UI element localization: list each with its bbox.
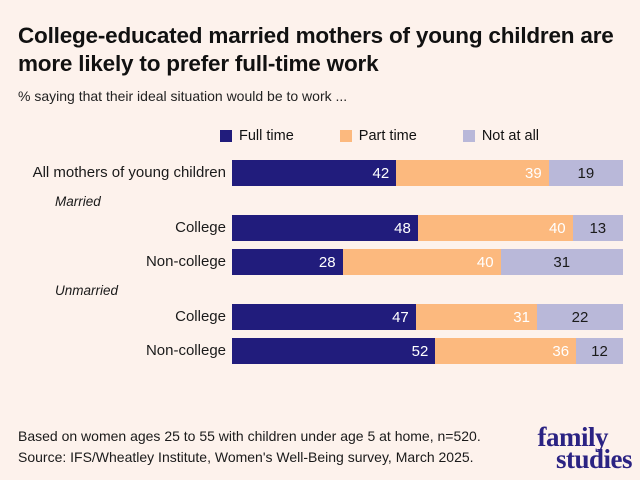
legend-item-not-at-all: Not at all bbox=[462, 128, 540, 145]
footnote-sample: Based on women ages 25 to 55 with childr… bbox=[18, 428, 481, 445]
legend-label: Full time bbox=[239, 128, 294, 145]
legend-swatch-icon bbox=[462, 130, 475, 143]
segment-value: 48 bbox=[394, 219, 411, 237]
row-label: College bbox=[175, 218, 226, 236]
row-label: Non-college bbox=[145, 252, 226, 270]
segment-full-time: 42 bbox=[232, 160, 397, 187]
page-title: College-educated married mothers of youn… bbox=[18, 23, 614, 77]
segment-value: 12 bbox=[591, 342, 608, 360]
segment-not-at-all: 22 bbox=[536, 304, 623, 331]
legend-item-part-time: Part time bbox=[339, 128, 417, 145]
segment-full-time: 28 bbox=[232, 249, 343, 276]
segment-value: 19 bbox=[577, 164, 595, 182]
legend-label: Not at all bbox=[481, 128, 540, 145]
segment-part-time: 36 bbox=[435, 338, 577, 365]
segment-not-at-all: 13 bbox=[572, 215, 623, 242]
segment-not-at-all: 12 bbox=[576, 338, 623, 365]
stacked-bar: 28 40 31 bbox=[232, 249, 623, 276]
section-label-unmarried: Unmarried bbox=[55, 283, 119, 299]
legend-label: Part time bbox=[358, 128, 417, 145]
logo-word-family: family bbox=[537, 421, 609, 452]
segment-full-time: 47 bbox=[232, 304, 416, 331]
bar-row: All mothers of young children 42 39 19 bbox=[18, 160, 623, 187]
segment-part-time: 31 bbox=[415, 304, 537, 331]
infographic-page: College-educated married mothers of youn… bbox=[18, 23, 623, 365]
legend-swatch-icon bbox=[220, 130, 232, 143]
stacked-bar: 47 31 22 bbox=[232, 304, 623, 331]
segment-not-at-all: 31 bbox=[500, 249, 623, 276]
chart-subtitle: % saying that their ideal situation woul… bbox=[18, 88, 348, 105]
segment-full-time: 52 bbox=[232, 338, 436, 365]
footnotes: Based on women ages 25 to 55 with childr… bbox=[18, 426, 481, 467]
legend: Full time Part time Not at all bbox=[220, 128, 622, 144]
legend-item-full-time: Full time bbox=[220, 128, 294, 144]
row-label: College bbox=[175, 307, 226, 325]
segment-value: 40 bbox=[476, 253, 494, 271]
segment-value: 28 bbox=[318, 253, 336, 271]
segment-value: 36 bbox=[552, 342, 570, 360]
bar-row: College 47 31 22 bbox=[18, 304, 623, 331]
section-label-married: Married bbox=[55, 194, 101, 210]
segment-value: 13 bbox=[589, 219, 607, 237]
row-label: Non-college bbox=[145, 341, 226, 359]
family-studies-logo: family studies bbox=[537, 421, 633, 474]
segment-value: 22 bbox=[571, 308, 589, 326]
segment-value: 39 bbox=[525, 164, 542, 182]
stacked-bar-chart: All mothers of young children 42 39 19 Marri… bbox=[18, 160, 623, 365]
row-label: All mothers of young children bbox=[32, 163, 226, 181]
logo-word-studies: studies bbox=[555, 443, 633, 474]
segment-not-at-all: 19 bbox=[548, 160, 623, 187]
segment-part-time: 40 bbox=[342, 249, 501, 276]
bar-row: Non-college 52 36 12 bbox=[18, 338, 623, 365]
stacked-bar: 52 36 12 bbox=[232, 338, 623, 365]
segment-value: 52 bbox=[411, 342, 429, 360]
segment-full-time: 48 bbox=[232, 215, 418, 242]
legend-swatch-icon bbox=[339, 130, 352, 143]
segment-value: 40 bbox=[548, 219, 566, 237]
segment-part-time: 40 bbox=[417, 215, 573, 242]
bar-row: College 48 40 13 bbox=[18, 215, 623, 242]
stacked-bar: 48 40 13 bbox=[232, 215, 623, 242]
segment-value: 31 bbox=[553, 253, 571, 271]
footnote-source: Source: IFS/Wheatley Institute, Women's … bbox=[18, 448, 474, 465]
segment-value: 47 bbox=[392, 308, 409, 326]
stacked-bar: 42 39 19 bbox=[232, 160, 623, 187]
segment-value: 31 bbox=[513, 308, 530, 326]
bar-row: Non-college 28 40 31 bbox=[18, 249, 623, 276]
segment-part-time: 39 bbox=[396, 160, 549, 187]
segment-value: 42 bbox=[372, 164, 390, 182]
